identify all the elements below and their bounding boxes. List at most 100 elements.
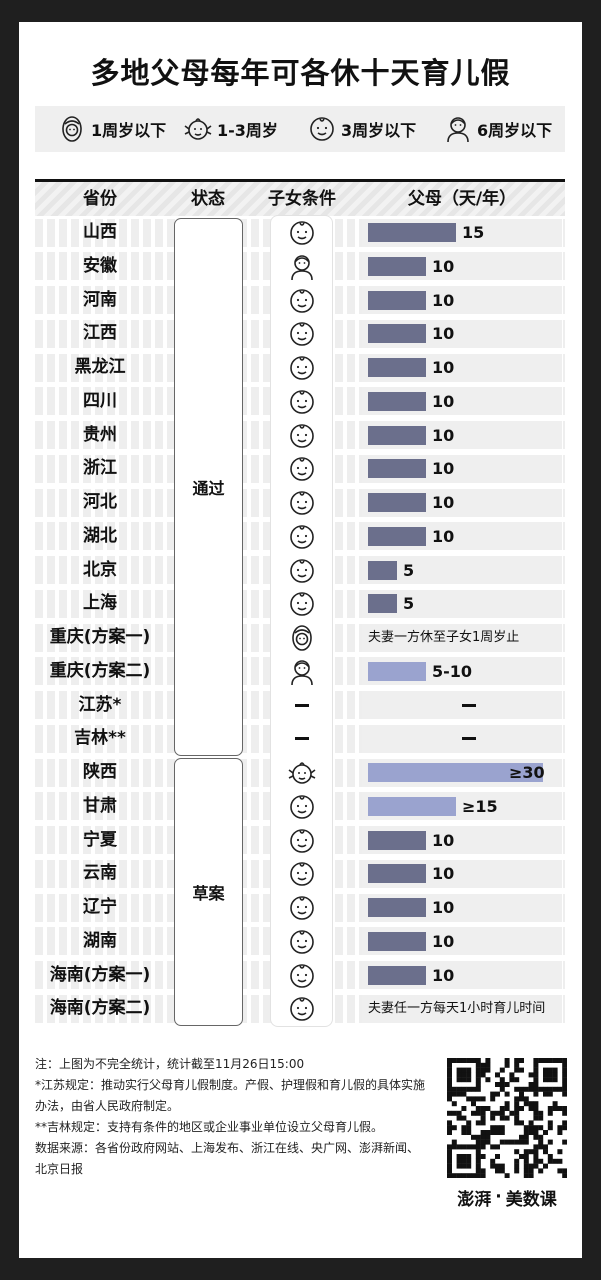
- toddler-icon: [287, 556, 317, 586]
- value-note: 夫妻一方休至子女1周岁止: [368, 630, 520, 645]
- status-box-draft: 草案: [174, 758, 243, 1026]
- value-bar: [368, 493, 426, 512]
- value-bar: [368, 864, 426, 884]
- value-cell: [362, 994, 562, 1023]
- province-label: 河南: [83, 289, 117, 310]
- value-label: 5: [403, 594, 415, 614]
- province-label: 山西: [83, 222, 117, 242]
- value-bar: [368, 256, 426, 276]
- page-title: 多地父母每年可各休十天育儿假: [90, 56, 511, 90]
- qr-code-icon: [447, 1058, 567, 1178]
- value-bar: [368, 965, 426, 985]
- value-bar: [368, 661, 426, 681]
- toddler-icon: [287, 218, 317, 248]
- province-label: 吉林**: [74, 728, 126, 749]
- toddler-icon: [287, 454, 317, 484]
- logo-thepaper: 澎湃: [457, 1189, 492, 1210]
- province-label: 北京: [83, 559, 117, 580]
- infant-icon: [62, 116, 82, 142]
- value-label: 10: [432, 256, 455, 276]
- header-days: 父母（天/年）: [407, 189, 517, 209]
- toddler-icon: [287, 589, 317, 619]
- value-label: 10: [432, 425, 455, 445]
- province-label: 四川: [83, 390, 117, 411]
- footer-jiangsu: *江苏规定：推动实行父母育儿假制度。产假、护理假和育儿假的具体实施办法，由省人民…: [35, 1078, 426, 1113]
- header-province: 省份: [83, 189, 117, 209]
- toddler-icon: [287, 826, 317, 856]
- toddler-icon: [310, 117, 334, 141]
- child-icon: [287, 657, 317, 687]
- province-label: 安徽: [83, 255, 117, 276]
- value-bar: [368, 425, 426, 445]
- value-label: 5: [403, 560, 415, 580]
- province-label: 云南: [83, 863, 117, 884]
- toddler-icon: [287, 488, 317, 518]
- toddler-icon: [287, 792, 317, 822]
- toddler-icon: [287, 927, 317, 957]
- value-label: ≥15: [462, 796, 498, 816]
- legend-label: 6周岁以下: [477, 121, 553, 140]
- value-bar: [368, 594, 397, 614]
- toddler-icon: [287, 353, 317, 383]
- legend-item-toddler: 3周岁以下: [307, 106, 416, 152]
- value-bar: [368, 931, 426, 951]
- legend-item-child: 6周岁以下: [443, 106, 552, 152]
- header-rule: [35, 179, 565, 182]
- logo-meishuke: 美数课: [505, 1189, 557, 1210]
- legend-label: 1-3周岁: [217, 121, 278, 140]
- toddler-icon: [287, 893, 317, 923]
- province-label: 海南(方案一): [49, 964, 151, 985]
- toddler-icon: [287, 961, 317, 991]
- status-box-passed: 通过: [174, 218, 243, 756]
- condition-none-dash: [295, 703, 309, 707]
- value-label: 10: [432, 324, 455, 344]
- province-label: 贵州: [83, 424, 117, 445]
- province-label: 陕西: [83, 762, 117, 782]
- value-label: 10: [432, 864, 455, 884]
- value-cell: [362, 623, 562, 652]
- value-label: 15: [462, 223, 485, 242]
- infographic-card: 多地父母每年可各休十天育儿假 1周岁以下 1-3周岁 3周岁以下 6周岁以下 省…: [19, 22, 582, 1258]
- value-none-dash: [462, 703, 476, 707]
- province-label: 河北: [83, 492, 117, 512]
- value-bar: [368, 526, 426, 546]
- value-label: 10: [432, 493, 455, 512]
- toddler-icon: [287, 387, 317, 417]
- child-icon: [287, 252, 317, 282]
- value-label: 10: [432, 459, 455, 479]
- value-label: 10: [432, 358, 455, 377]
- value-label: 10: [432, 830, 455, 850]
- baby-icon: [287, 758, 317, 788]
- infant-icon: [287, 623, 317, 653]
- toddler-icon: [287, 522, 317, 552]
- toddler-icon: [287, 859, 317, 889]
- value-label: 5-10: [432, 661, 473, 681]
- header-band: [35, 182, 565, 216]
- toddler-icon: [287, 286, 317, 316]
- footer-source: 数据来源：各省份政府网站、上海发布、浙江在线、央广网、澎湃新闻、北京日报: [35, 1141, 420, 1176]
- legend-item-infant: 1周岁以下: [57, 106, 166, 152]
- province-label: 江苏*: [78, 694, 122, 715]
- value-bar: [368, 324, 426, 344]
- child-icon: [447, 117, 469, 143]
- value-bar: [368, 763, 543, 782]
- value-none-dash: [462, 737, 476, 741]
- value-bar: [368, 391, 426, 411]
- logo-separator: ·: [495, 1187, 502, 1207]
- value-note: 夫妻任一方每天1小时育儿时间: [368, 1001, 546, 1017]
- value-label: ≥30: [509, 763, 545, 782]
- toddler-icon: [287, 994, 317, 1024]
- header-condition: 子女条件: [268, 189, 336, 209]
- province-label: 湖南: [83, 930, 117, 951]
- province-label: 甘肃: [83, 795, 117, 816]
- value-label: 10: [432, 290, 455, 310]
- value-bar: [368, 796, 456, 816]
- province-label: 重庆(方案一): [49, 627, 151, 647]
- value-bar: [368, 223, 456, 242]
- value-label: 10: [432, 931, 455, 951]
- value-label: 10: [432, 898, 455, 917]
- province-label: 辽宁: [83, 897, 117, 917]
- legend-item-baby: 1-3周岁: [183, 106, 278, 152]
- province-label: 上海: [83, 593, 117, 614]
- value-bar: [368, 830, 426, 850]
